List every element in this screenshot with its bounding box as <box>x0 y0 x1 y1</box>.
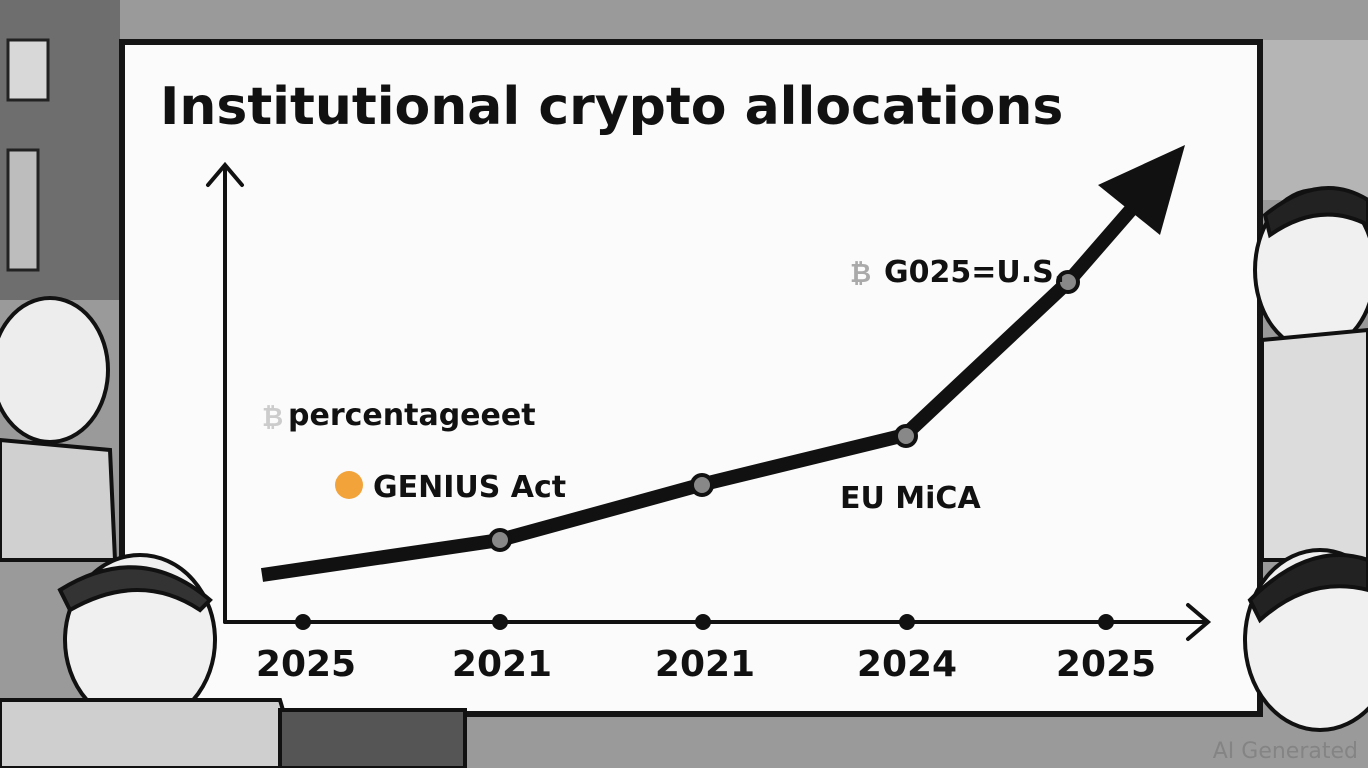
coin-icon: ₿ <box>262 403 283 433</box>
x-label: 2021 <box>452 644 552 685</box>
watermark: AI Generated <box>1213 739 1358 764</box>
coin-icon: ₿ <box>850 259 871 289</box>
trend-line <box>260 200 1141 582</box>
shelf-box <box>6 38 50 102</box>
axes <box>206 161 1212 641</box>
axis-dots <box>295 614 1114 630</box>
shelf-box <box>6 148 40 272</box>
x-label: 2024 <box>857 644 957 685</box>
whiteboard <box>119 39 1263 717</box>
wall <box>1262 40 1368 200</box>
annotation: GENIUS Act <box>373 470 566 505</box>
annotation: EU MiCA <box>840 481 981 516</box>
title: Institutional crypto allocations <box>160 77 1063 137</box>
x-label: 2025 <box>256 644 356 685</box>
trend-points <box>488 270 1080 552</box>
x-label: 2021 <box>655 644 755 685</box>
bitcoin-icon <box>335 471 363 499</box>
annotation: G025=U.S. <box>884 255 1065 290</box>
annotation: percentageeet <box>288 398 536 433</box>
arrow-head <box>1098 145 1185 235</box>
x-label: 2025 <box>1056 644 1156 685</box>
people <box>0 186 1368 768</box>
